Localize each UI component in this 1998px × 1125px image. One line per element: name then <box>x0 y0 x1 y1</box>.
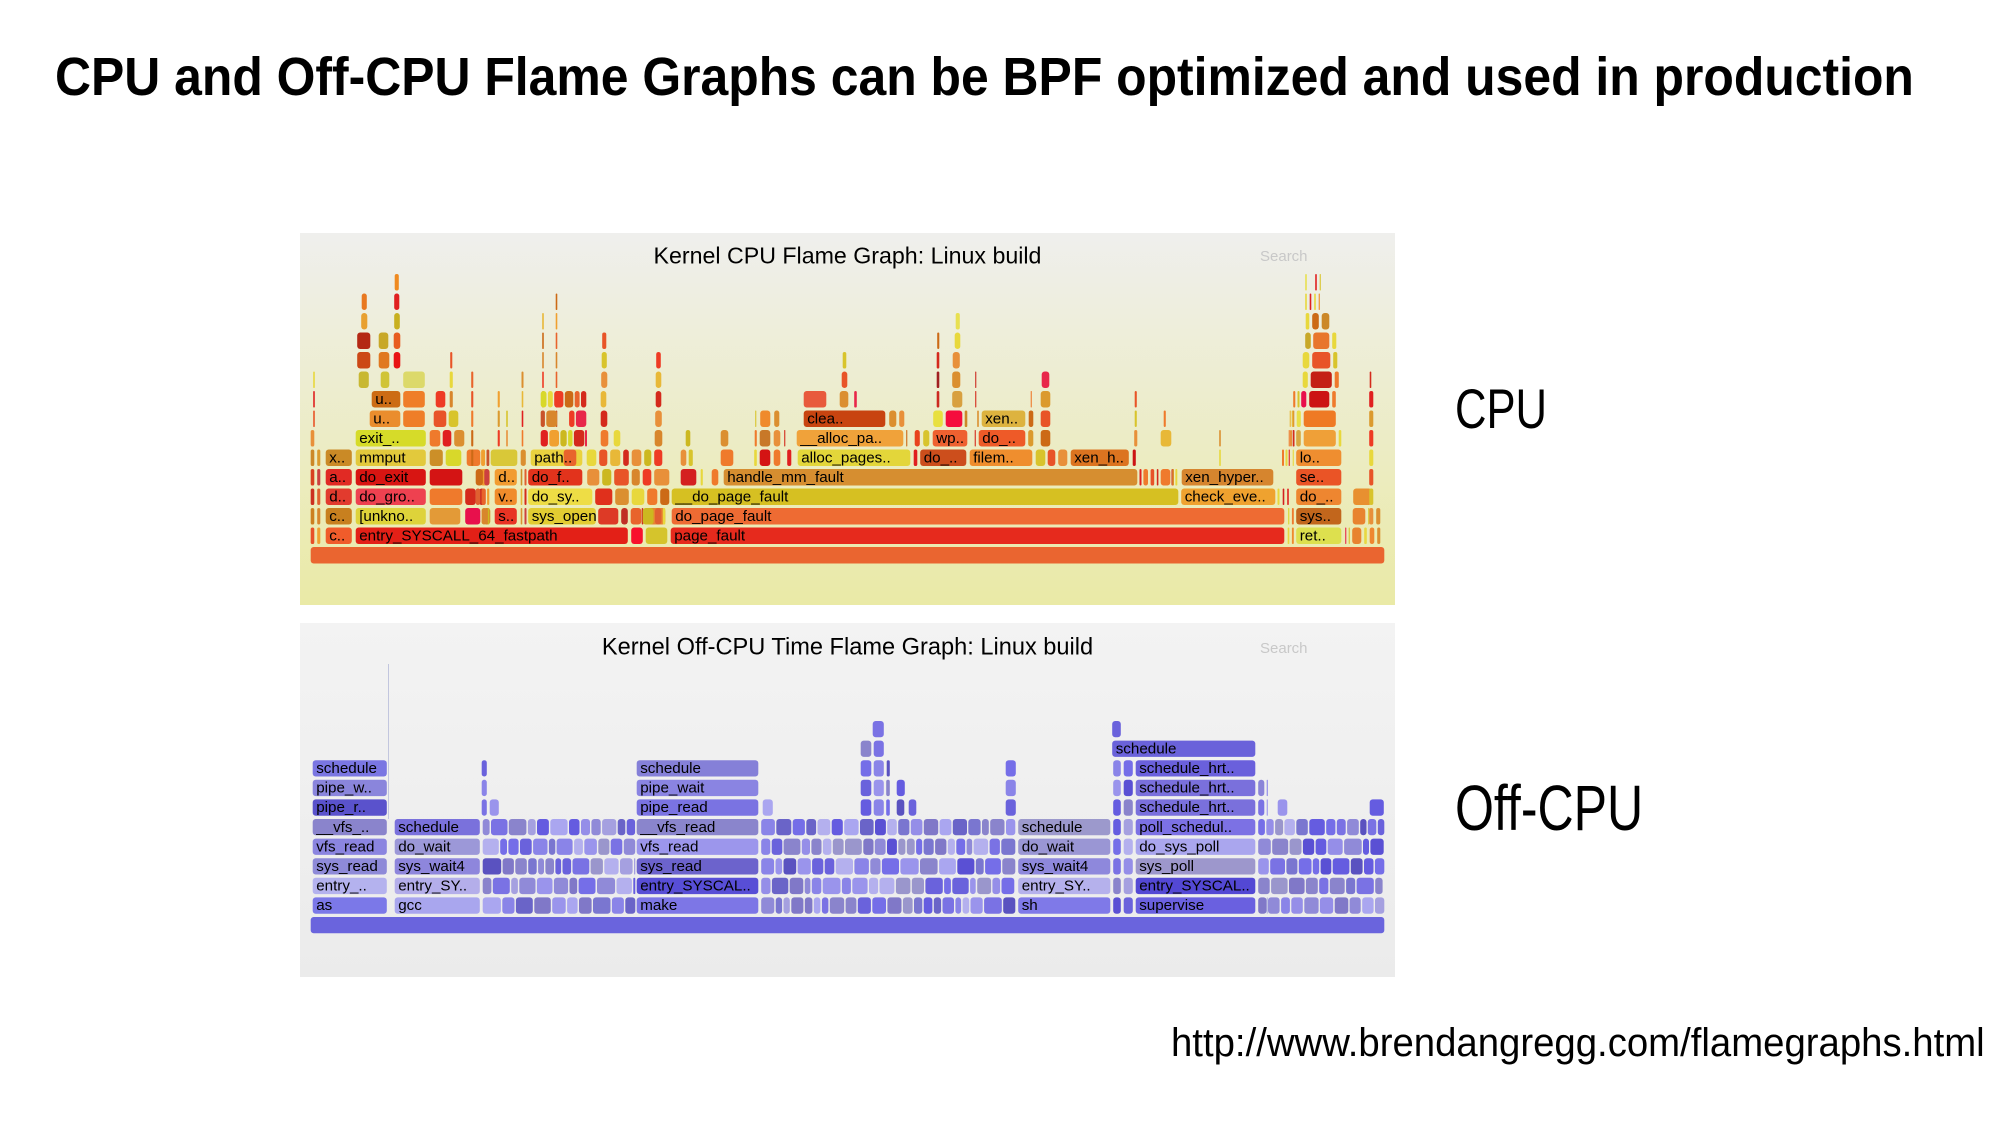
svg-text:schedule_hrt..: schedule_hrt.. <box>1139 780 1234 797</box>
svg-text:gcc: gcc <box>398 897 422 914</box>
svg-text:Search: Search <box>1260 248 1308 265</box>
svg-text:Kernel Off-CPU Time Flame Grap: Kernel Off-CPU Time Flame Graph: Linux b… <box>602 635 1093 661</box>
svg-text:entry_SYSCAL..: entry_SYSCAL.. <box>1139 878 1250 895</box>
svg-text:handle_mm_fault: handle_mm_fault <box>727 469 844 486</box>
svg-text:u..: u.. <box>375 391 392 408</box>
svg-text:alloc_pages..: alloc_pages.. <box>801 449 891 466</box>
svg-text:x..: x.. <box>329 449 345 466</box>
svg-text:Kernel CPU Flame Graph: Linux: Kernel CPU Flame Graph: Linux build <box>654 243 1042 269</box>
svg-text:c..: c.. <box>329 527 345 544</box>
svg-text:v..: v.. <box>498 488 513 505</box>
svg-text:vfs_read: vfs_read <box>640 838 698 855</box>
svg-text:schedule: schedule <box>398 819 459 836</box>
svg-text:do_sys_poll: do_sys_poll <box>1139 838 1219 855</box>
svg-text:make: make <box>640 897 677 914</box>
svg-text:pipe_wait: pipe_wait <box>640 780 705 797</box>
svg-text:entry_SYSCALL_64_fastpath: entry_SYSCALL_64_fastpath <box>359 527 557 544</box>
svg-text:pipe_read: pipe_read <box>640 799 708 816</box>
svg-text:u..: u.. <box>373 410 390 427</box>
svg-text:d..: d.. <box>498 469 515 486</box>
svg-text:sys_open: sys_open <box>532 508 597 525</box>
svg-text:entry_..: entry_.. <box>316 878 367 895</box>
svg-text:do_sy..: do_sy.. <box>532 488 580 505</box>
svg-text:__do_page_fault: __do_page_fault <box>674 488 789 505</box>
svg-text:__alloc_pa..: __alloc_pa.. <box>799 430 882 447</box>
svg-text:xen_hyper..: xen_hyper.. <box>1185 469 1264 486</box>
svg-text:xen_h..: xen_h.. <box>1074 449 1124 466</box>
svg-text:sys_wait4: sys_wait4 <box>398 858 465 875</box>
svg-text:as: as <box>316 897 332 914</box>
svg-text:do_..: do_.. <box>982 430 1016 447</box>
svg-text:__vfs_..: __vfs_.. <box>315 819 369 836</box>
svg-text:schedule: schedule <box>640 760 701 777</box>
svg-text:do_exit: do_exit <box>359 469 409 486</box>
svg-text:schedule: schedule <box>1116 740 1177 757</box>
svg-text:schedule_hrt..: schedule_hrt.. <box>1139 760 1234 777</box>
svg-text:filem..: filem.. <box>973 449 1014 466</box>
svg-text:se..: se.. <box>1300 469 1324 486</box>
svg-text:do_..: do_.. <box>1300 488 1334 505</box>
svg-text:exit_..: exit_.. <box>359 430 400 447</box>
svg-text:entry_SY..: entry_SY.. <box>398 878 467 895</box>
svg-text:d..: d.. <box>329 488 346 505</box>
svg-text:schedule: schedule <box>1022 819 1083 836</box>
svg-text:wp..: wp.. <box>935 430 964 447</box>
svg-text:do_..: do_.. <box>924 449 958 466</box>
svg-text:ret..: ret.. <box>1300 527 1326 544</box>
svg-text:xen..: xen.. <box>985 410 1018 427</box>
svg-text:clea..: clea.. <box>807 410 843 427</box>
svg-text:mmput: mmput <box>359 449 406 466</box>
svg-text:path..: path.. <box>534 449 572 466</box>
svg-text:do_gro..: do_gro.. <box>359 488 415 505</box>
svg-text:s..: s.. <box>498 508 514 525</box>
svg-text:check_eve..: check_eve.. <box>1185 488 1266 505</box>
svg-text:page_fault: page_fault <box>674 527 746 544</box>
svg-text:lo..: lo.. <box>1300 449 1320 466</box>
svg-text:pipe_r..: pipe_r.. <box>316 799 366 816</box>
svg-text:sys..: sys.. <box>1300 508 1331 525</box>
svg-text:__vfs_read: __vfs_read <box>639 819 715 836</box>
svg-text:Search: Search <box>1260 640 1308 657</box>
svg-text:sys_wait4: sys_wait4 <box>1022 858 1089 875</box>
svg-text:sys_read: sys_read <box>640 858 702 875</box>
svg-text:pipe_w..: pipe_w.. <box>316 780 372 797</box>
svg-text:entry_SYSCAL..: entry_SYSCAL.. <box>640 878 751 895</box>
svg-text:[unkno..: [unkno.. <box>359 508 413 525</box>
svg-text:do_wait: do_wait <box>398 838 451 855</box>
svg-text:schedule_hrt..: schedule_hrt.. <box>1139 799 1234 816</box>
svg-text:c..: c.. <box>329 508 345 525</box>
svg-text:sys_read: sys_read <box>316 858 378 875</box>
svg-text:supervise: supervise <box>1139 897 1204 914</box>
svg-text:a..: a.. <box>329 469 346 486</box>
svg-text:poll_schedul..: poll_schedul.. <box>1139 819 1232 836</box>
svg-text:schedule: schedule <box>316 760 377 777</box>
svg-text:do_wait: do_wait <box>1022 838 1075 855</box>
svg-text:do_page_fault: do_page_fault <box>675 508 772 525</box>
svg-text:sh: sh <box>1022 897 1038 914</box>
svg-text:do_f..: do_f.. <box>532 469 570 486</box>
svg-text:sys_poll: sys_poll <box>1139 858 1194 875</box>
svg-text:entry_SY..: entry_SY.. <box>1022 878 1091 895</box>
svg-text:vfs_read: vfs_read <box>316 838 374 855</box>
